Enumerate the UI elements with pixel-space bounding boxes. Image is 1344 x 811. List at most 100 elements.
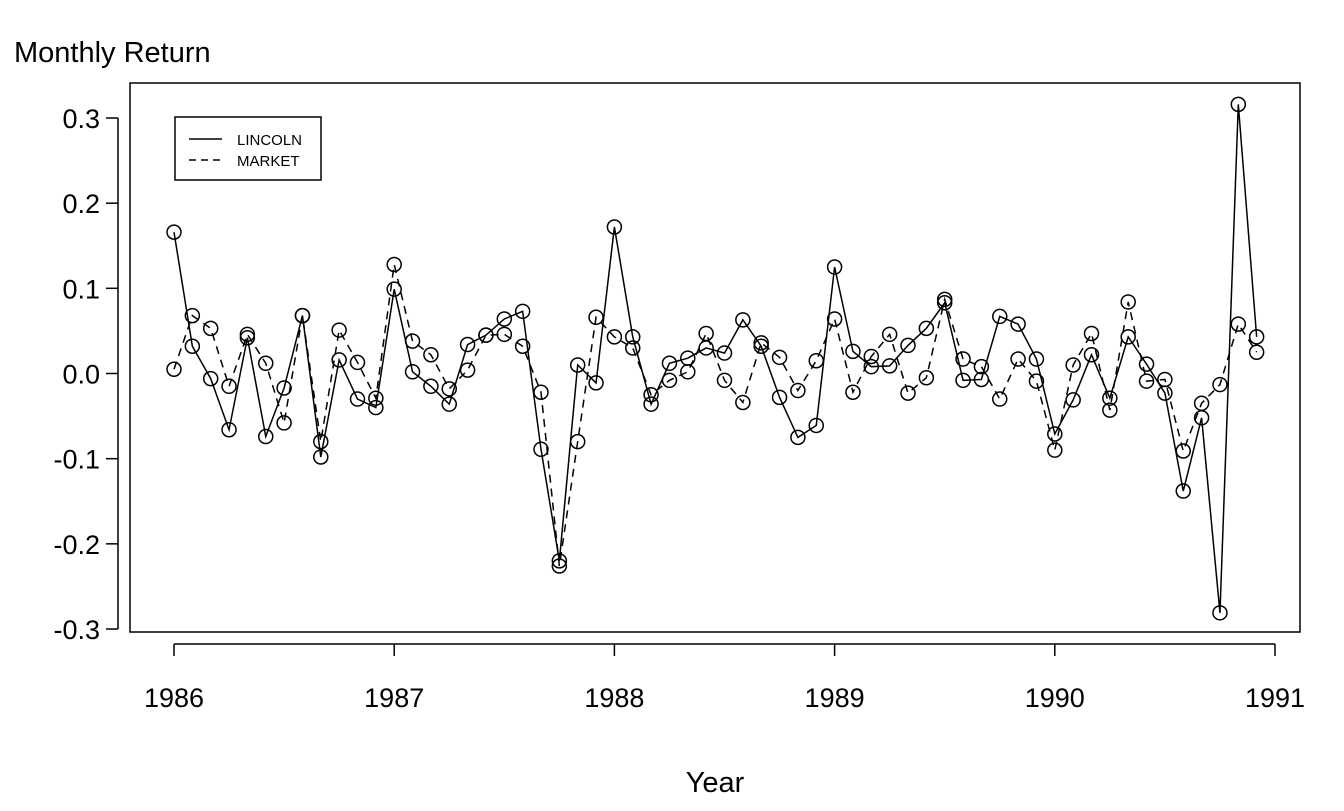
- data-point: [514, 338, 531, 354]
- data-point: [661, 355, 678, 372]
- data-point: [202, 320, 219, 337]
- data-point: [1175, 483, 1191, 499]
- data-point: [496, 326, 513, 343]
- data-point: [936, 295, 953, 311]
- data-point: [423, 378, 439, 395]
- data-point: [973, 358, 990, 375]
- data-point: [771, 389, 788, 406]
- x-tick-label: 1988: [584, 683, 644, 713]
- data-point: [313, 433, 329, 450]
- data-point: [166, 224, 182, 240]
- data-point: [716, 372, 733, 389]
- data-point: [404, 364, 421, 380]
- data-point: [643, 387, 659, 403]
- y-tick-label: -0.3: [53, 615, 100, 645]
- data-point: [992, 308, 1008, 325]
- data-point: [625, 340, 641, 356]
- data-point: [863, 358, 880, 375]
- data-point: [1175, 443, 1191, 459]
- y-tick-label: -0.2: [53, 530, 100, 560]
- data-point: [863, 348, 880, 365]
- data-point: [202, 370, 219, 387]
- data-point: [221, 378, 237, 395]
- data-point: [1120, 329, 1136, 345]
- data-point: [918, 370, 935, 386]
- data-point: [881, 358, 898, 374]
- data-point: [331, 322, 347, 338]
- data-point: [661, 372, 678, 389]
- x-axis-label: Year: [686, 767, 745, 799]
- data-point: [643, 396, 659, 412]
- data-point: [606, 329, 623, 345]
- y-tick-label: 0.2: [62, 189, 100, 219]
- x-tick-label: 1990: [1025, 683, 1085, 713]
- data-point: [1010, 316, 1026, 332]
- data-point: [1065, 357, 1081, 373]
- data-point: [386, 256, 402, 273]
- data-point: [258, 428, 274, 445]
- data-point: [588, 375, 604, 391]
- data-point: [1083, 325, 1100, 342]
- plot-frame: [129, 82, 1301, 633]
- data-point: [771, 349, 788, 366]
- data-point: [331, 352, 347, 368]
- data-point: [1248, 344, 1265, 360]
- data-point: [1028, 373, 1045, 389]
- data-point: [698, 325, 714, 342]
- data-point: [533, 384, 549, 400]
- data-point: [368, 390, 384, 406]
- data-point: [900, 337, 916, 354]
- data-point: [313, 449, 329, 465]
- data-point: [588, 309, 604, 326]
- data-point: [404, 333, 421, 349]
- data-point: [166, 361, 182, 377]
- data-point: [569, 357, 586, 373]
- data-point: [349, 354, 366, 371]
- legend-box: [174, 116, 322, 181]
- data-point: [551, 553, 568, 569]
- data-point: [441, 381, 457, 397]
- data-point: [1010, 351, 1026, 367]
- data-point: [459, 362, 476, 378]
- x-tick-label: 1987: [364, 683, 424, 713]
- data-point: [753, 338, 769, 354]
- x-tick-label: 1991: [1245, 683, 1305, 713]
- data-point: [239, 326, 256, 343]
- data-point: [184, 338, 201, 354]
- x-tick-label: 1986: [144, 683, 204, 713]
- data-point: [826, 311, 843, 327]
- data-point: [918, 320, 935, 337]
- data-point: [1157, 371, 1173, 388]
- data-point: [955, 372, 971, 389]
- legend: LINCOLN MARKET: [174, 116, 322, 181]
- data-point: [881, 326, 898, 343]
- data-point: [368, 399, 384, 416]
- series-lincoln: [166, 96, 1265, 621]
- data-point: [276, 415, 292, 431]
- data-point: [808, 417, 824, 434]
- y-axis: -0.3 -0.2 -0.1 0.0 0.1 0.2 0.3: [53, 104, 119, 645]
- data-point: [533, 441, 549, 458]
- series-market: [166, 256, 1265, 574]
- data-point: [1138, 373, 1155, 389]
- data-point: [1230, 316, 1247, 332]
- y-tick-label: 0.0: [62, 360, 100, 390]
- data-point: [735, 394, 751, 411]
- data-point: [992, 391, 1008, 407]
- data-point: [1065, 392, 1081, 408]
- data-point: [900, 385, 916, 401]
- series-line-lincoln: [173, 104, 1258, 613]
- data-point: [1138, 356, 1155, 372]
- data-point: [294, 307, 311, 324]
- data-point: [936, 291, 953, 308]
- data-point: [441, 396, 457, 412]
- data-point: [845, 384, 861, 400]
- data-point: [735, 312, 751, 328]
- data-point: [514, 303, 531, 320]
- data-point: [459, 336, 476, 353]
- data-point: [1212, 605, 1228, 621]
- data-point: [1212, 376, 1228, 393]
- data-point: [276, 380, 292, 396]
- data-point: [1230, 96, 1247, 113]
